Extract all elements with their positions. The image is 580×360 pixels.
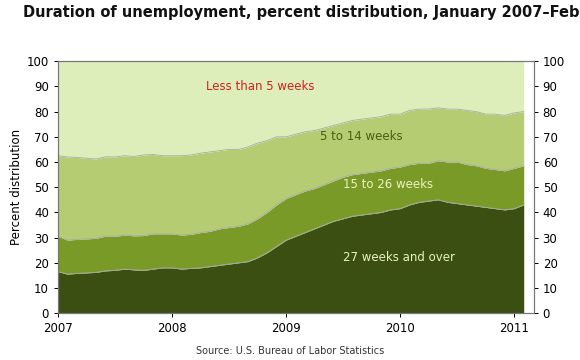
- Text: 27 weeks and over: 27 weeks and over: [343, 251, 455, 264]
- Y-axis label: Percent distribution: Percent distribution: [9, 129, 23, 245]
- Text: Source: U.S. Bureau of Labor Statistics: Source: U.S. Bureau of Labor Statistics: [196, 346, 384, 356]
- Text: Less than 5 weeks: Less than 5 weeks: [206, 80, 315, 93]
- Text: 5 to 14 weeks: 5 to 14 weeks: [320, 130, 403, 143]
- Text: 15 to 26 weeks: 15 to 26 weeks: [343, 178, 433, 191]
- Text: Duration of unemployment, percent distribution, January 2007–February 2011: Duration of unemployment, percent distri…: [23, 5, 580, 21]
